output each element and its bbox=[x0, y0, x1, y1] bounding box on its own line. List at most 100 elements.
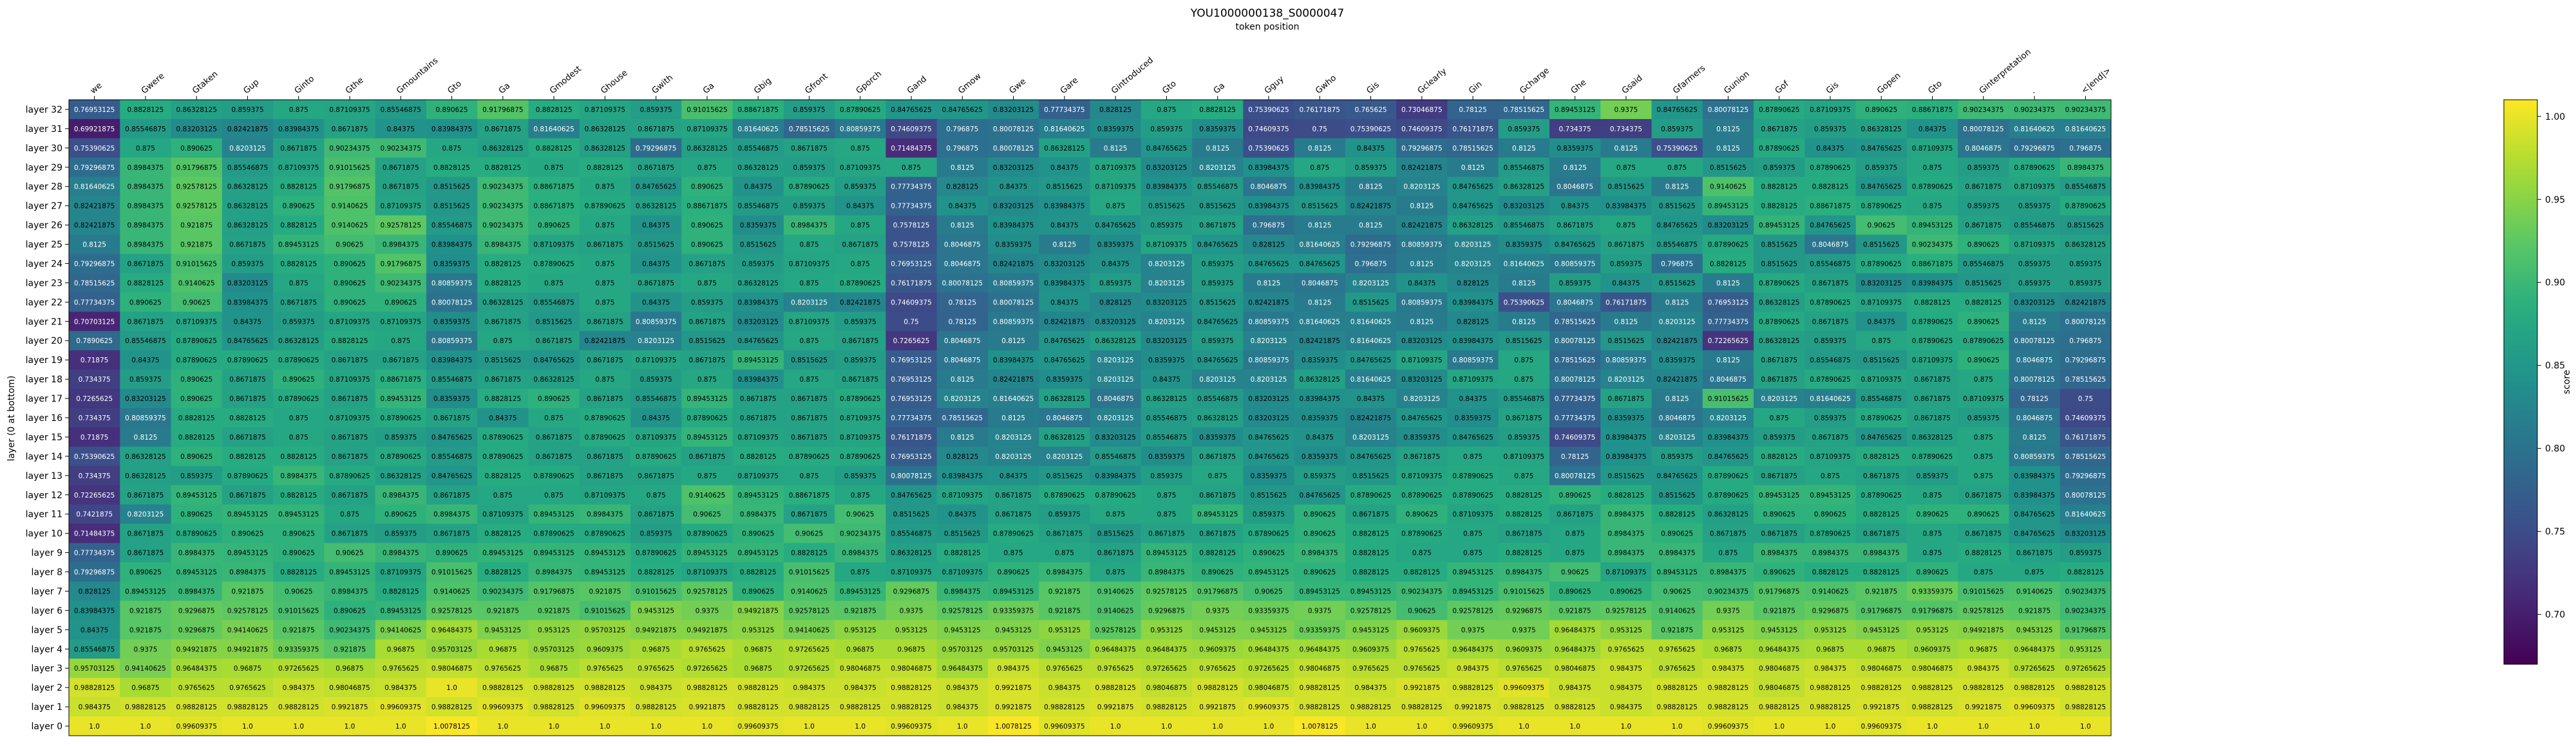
heatmap-cell bbox=[1090, 389, 1142, 409]
heatmap-cell bbox=[1855, 292, 1908, 312]
cell-value-label: 0.71875 bbox=[80, 434, 108, 442]
heatmap-cell bbox=[987, 331, 1039, 351]
cell-value-label: 0.8671875 bbox=[638, 164, 674, 172]
heatmap-cell bbox=[69, 620, 120, 640]
cell-value-label: 0.87890625 bbox=[278, 357, 319, 364]
heatmap-cell bbox=[528, 157, 580, 178]
heatmap-cell bbox=[1447, 312, 1499, 331]
cell-value-label: 0.8046875 bbox=[944, 241, 981, 249]
cell-value-label: 0.76953125 bbox=[891, 453, 931, 461]
cell-value-label: 0.859375 bbox=[844, 472, 876, 480]
heatmap-cell bbox=[1498, 254, 1550, 274]
heatmap-cell bbox=[2060, 118, 2112, 139]
cell-value-label: 0.984375 bbox=[1610, 684, 1642, 692]
cell-value-label: 0.9375 bbox=[1206, 607, 1229, 615]
cell-value-label: 0.87109375 bbox=[1963, 395, 2003, 403]
cell-value-label: 0.984375 bbox=[998, 665, 1030, 673]
heatmap-cell bbox=[528, 254, 580, 274]
cell-value-label: 0.8125 bbox=[1665, 299, 1689, 306]
cell-value-label: 0.80078125 bbox=[993, 145, 1034, 153]
heatmap-cell bbox=[835, 118, 886, 139]
heatmap-cell bbox=[732, 215, 784, 236]
cell-value-label: 0.76171875 bbox=[1452, 126, 1493, 133]
heatmap-cell bbox=[987, 543, 1039, 563]
cell-value-label: 0.875 bbox=[851, 260, 870, 268]
heatmap-cell bbox=[1345, 118, 1397, 139]
cell-value-label: 0.75 bbox=[2078, 395, 2093, 403]
heatmap-cell bbox=[579, 639, 631, 659]
cell-value-label: 0.87890625 bbox=[1759, 145, 1799, 153]
cell-value-label: 0.7265625 bbox=[893, 337, 930, 345]
heatmap-cell bbox=[936, 369, 989, 389]
cell-value-label: 0.89453125 bbox=[381, 395, 421, 403]
cell-value-label: 1.0 bbox=[446, 684, 457, 692]
cell-value-label: 0.8984375 bbox=[1046, 569, 1083, 577]
cell-value-label: 0.87890625 bbox=[1861, 260, 1902, 268]
cell-value-label: 0.83984375 bbox=[1605, 434, 1646, 442]
cell-value-label: 0.890625 bbox=[1661, 530, 1693, 538]
cell-value-label: 0.8671875 bbox=[995, 492, 1032, 499]
heatmap-cell bbox=[120, 118, 172, 139]
heatmap-cell bbox=[732, 465, 784, 486]
cell-value-label: 0.97265625 bbox=[278, 665, 319, 673]
heatmap-cell bbox=[120, 369, 172, 389]
heatmap-cell bbox=[1141, 504, 1193, 525]
cell-value-label: 0.8671875 bbox=[536, 337, 573, 345]
cell-value-label: 0.8125 bbox=[1512, 318, 1536, 326]
cell-value-label: 0.875 bbox=[1106, 569, 1125, 577]
heatmap-cell bbox=[69, 157, 120, 178]
cell-value-label: 0.890625 bbox=[1916, 569, 1948, 577]
cell-value-label: 0.8828125 bbox=[1863, 453, 1900, 461]
heatmap-cell bbox=[1549, 369, 1601, 389]
cell-value-label: 0.8671875 bbox=[995, 511, 1032, 519]
cell-value-label: 0.8125 bbox=[1410, 203, 1434, 210]
heatmap-cell bbox=[681, 292, 734, 312]
cell-value-label: 0.89453125 bbox=[1759, 492, 1799, 499]
heatmap-cell bbox=[732, 331, 784, 351]
heatmap-cell bbox=[69, 331, 120, 351]
cell-value-label: 0.97265625 bbox=[687, 665, 727, 673]
heatmap-cell bbox=[1345, 331, 1397, 351]
cell-value-label: 0.90625 bbox=[182, 299, 210, 306]
cell-value-label: 0.8828125 bbox=[1199, 106, 1236, 114]
cell-value-label: 0.859375 bbox=[844, 318, 876, 326]
cell-value-label: 0.8125 bbox=[1052, 241, 1076, 249]
heatmap-cell bbox=[1396, 562, 1448, 582]
cell-value-label: 0.9765625 bbox=[1659, 665, 1696, 673]
cell-value-label: 0.86328125 bbox=[1197, 415, 1238, 422]
cell-value-label: 0.78515625 bbox=[2065, 376, 2106, 384]
heatmap-cell bbox=[835, 562, 886, 582]
cell-value-label: 0.98828125 bbox=[636, 704, 676, 711]
cell-value-label: 0.91015625 bbox=[1504, 588, 1544, 595]
cell-value-label: 0.96875 bbox=[234, 665, 261, 673]
heatmap-cell bbox=[630, 389, 682, 409]
heatmap-cell bbox=[1958, 234, 2009, 255]
heatmap-cell bbox=[886, 389, 938, 409]
cell-value-label: 0.8515625 bbox=[638, 241, 674, 249]
heatmap-cell bbox=[886, 350, 938, 370]
heatmap-cell bbox=[1192, 234, 1244, 255]
cell-value-label: 0.796875 bbox=[1253, 222, 1285, 230]
cell-value-label: 0.87890625 bbox=[1912, 318, 1953, 326]
cell-value-label: 0.95703125 bbox=[585, 626, 625, 634]
heatmap-cell bbox=[1804, 581, 1857, 601]
heatmap-cell bbox=[835, 504, 886, 525]
heatmap-cell bbox=[273, 389, 325, 409]
heatmap-cell bbox=[69, 176, 120, 197]
heatmap-cell bbox=[1396, 369, 1448, 389]
cell-value-label: 0.83984375 bbox=[1452, 299, 1493, 306]
cell-value-label: 0.875 bbox=[595, 260, 614, 268]
heatmap-cell bbox=[1651, 543, 1703, 563]
heatmap-cell bbox=[1855, 369, 1908, 389]
cell-value-label: 0.9921875 bbox=[1863, 704, 1900, 711]
cell-value-label: 0.890625 bbox=[538, 222, 570, 230]
cell-value-label: 0.890625 bbox=[384, 299, 417, 306]
heatmap-cell bbox=[1192, 196, 1244, 216]
cell-value-label: 0.8828125 bbox=[178, 434, 215, 442]
heatmap-cell bbox=[987, 581, 1039, 601]
heatmap-cell bbox=[375, 118, 427, 139]
heatmap-cell bbox=[1549, 254, 1601, 274]
cell-value-label: 0.875 bbox=[1208, 472, 1227, 480]
cell-value-label: 0.8984375 bbox=[229, 569, 266, 577]
cell-value-label: 0.89453125 bbox=[227, 550, 268, 557]
